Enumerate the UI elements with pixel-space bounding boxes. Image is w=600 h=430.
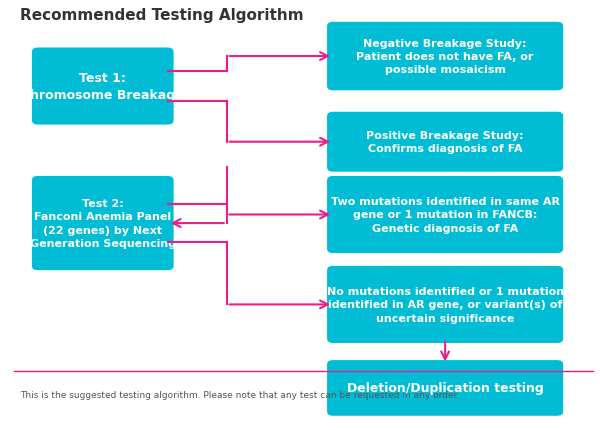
Text: No mutations identified or 1 mutation
identified in AR gene, or variant(s) of
un: No mutations identified or 1 mutation id…	[326, 286, 563, 323]
FancyBboxPatch shape	[327, 266, 563, 343]
Text: Recommended Testing Algorithm: Recommended Testing Algorithm	[20, 8, 304, 23]
Text: This is the suggested testing algorithm. Please note that any test can be reques: This is the suggested testing algorithm.…	[20, 390, 460, 399]
FancyBboxPatch shape	[32, 177, 173, 270]
Text: Test 1:
Chromosome Breakage: Test 1: Chromosome Breakage	[22, 72, 184, 102]
Text: Positive Breakage Study:
Confirms diagnosis of FA: Positive Breakage Study: Confirms diagno…	[367, 131, 524, 154]
FancyBboxPatch shape	[327, 360, 563, 416]
FancyBboxPatch shape	[327, 113, 563, 172]
FancyBboxPatch shape	[32, 49, 173, 125]
FancyBboxPatch shape	[327, 177, 563, 253]
Text: Negative Breakage Study:
Patient does not have FA, or
possible mosaicism: Negative Breakage Study: Patient does no…	[356, 39, 534, 75]
Text: Test 2:
Fanconi Anemia Panel
(22 genes) by Next
Generation Sequencing: Test 2: Fanconi Anemia Panel (22 genes) …	[29, 199, 176, 248]
Text: Deletion/Duplication testing: Deletion/Duplication testing	[347, 381, 544, 394]
Text: Two mutations identified in same AR
gene or 1 mutation in FANCB:
Genetic diagnos: Two mutations identified in same AR gene…	[331, 197, 560, 233]
FancyBboxPatch shape	[327, 23, 563, 91]
